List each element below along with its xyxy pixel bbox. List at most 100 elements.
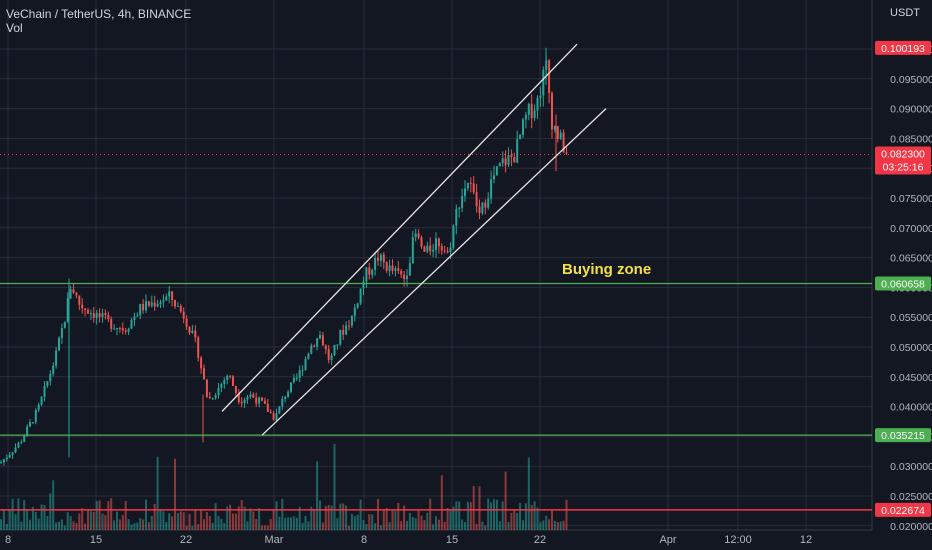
candle-body [142,304,145,311]
volume-bar [220,518,223,530]
last-price-text: 0.082300 [881,148,925,160]
candle-body [530,103,533,118]
volume-bar [211,522,214,530]
time-tick-label: Mar [265,534,284,546]
volume-bar [295,517,298,530]
volume-bar [191,525,194,530]
candle-body [356,303,359,308]
candle-body [211,398,214,400]
volume-bar [142,519,145,530]
volume-bar [313,509,316,530]
volume-bar [336,518,339,530]
volume-bar [365,524,368,530]
volume-indicator-label[interactable]: Vol [6,21,23,35]
volume-bar [472,486,475,530]
volume-bar [397,502,400,530]
candle-body [495,166,498,176]
volume-bar [162,511,165,530]
volume-bar [11,498,14,530]
volume-bar [359,499,362,530]
candle-body [498,163,501,167]
candle-body [43,386,46,397]
volume-bar [49,493,52,530]
candles [0,47,568,466]
volume-bar [176,513,179,530]
volume-bar [121,514,124,530]
candle-body [397,268,400,271]
candle-body [348,325,350,327]
volume-bar [327,504,330,530]
volume-bar [307,521,310,530]
candle-body [327,349,330,360]
high-price-badge-bg [875,40,931,55]
candle-body [437,238,440,247]
volume-bar [420,515,423,530]
volume-bar [406,521,408,530]
volume-bar [95,501,98,530]
volume-bar [449,509,452,530]
candle-body [339,330,342,345]
candle-body [237,393,240,403]
candle-body [368,267,371,275]
volume-bar [217,515,220,530]
volume-bar [52,480,55,530]
volume-bar [205,512,208,530]
volume-bar [493,499,495,530]
volume-bar [46,515,49,530]
candle-body [113,328,116,330]
candle-body [559,132,562,139]
candle-body [121,328,124,331]
candle-body [232,376,234,386]
candle-body [435,238,437,250]
candle-body [556,126,559,139]
candle-body [565,152,568,154]
support-price-badge-bg [875,428,931,443]
volume-bar [269,518,272,530]
buying-zone-annotation[interactable]: Buying zone [562,261,652,278]
price-axis-bg [873,0,932,550]
candle-body [0,462,2,464]
volume-bar [507,521,510,530]
volume-bar [388,522,391,530]
volume-bar [98,500,101,530]
volume-bar [391,510,394,530]
candle-body [408,263,411,276]
candle-body [382,254,385,263]
candle-body [307,353,310,359]
candle-body [510,155,513,158]
volume-bar [490,502,493,530]
candle-body [371,269,374,275]
volume-bar [147,522,150,530]
volume-bar [522,520,524,530]
candle-body [316,338,319,347]
candle-body [34,409,37,423]
volume-bar [469,502,472,530]
candle-body [455,208,458,226]
volume-bar [411,517,414,530]
time-tick-label: 8 [5,534,11,546]
candle-body [446,251,449,253]
candle-body [385,262,388,271]
volume-bar [89,511,92,530]
price-tick-label: 0.090000 [890,104,932,116]
volume-bar [92,512,95,530]
candle-body [539,95,542,99]
volume-bar [545,515,548,530]
candle-body [110,318,113,329]
candle-body [345,325,348,335]
volume-bar [350,513,353,530]
volume-bar [478,486,481,530]
candle-body [513,157,516,163]
candle-body [290,382,292,392]
volume-bar [292,516,295,530]
volume-bar [266,525,269,530]
symbol-title[interactable]: VeChain / TetherUS, 4h, BINANCE [6,7,192,21]
volume-bar [249,508,252,530]
candle-body [69,289,72,299]
volume-bar [72,521,75,530]
candle-body [432,249,435,252]
volume-bar [58,521,60,530]
candle-body [147,301,150,306]
